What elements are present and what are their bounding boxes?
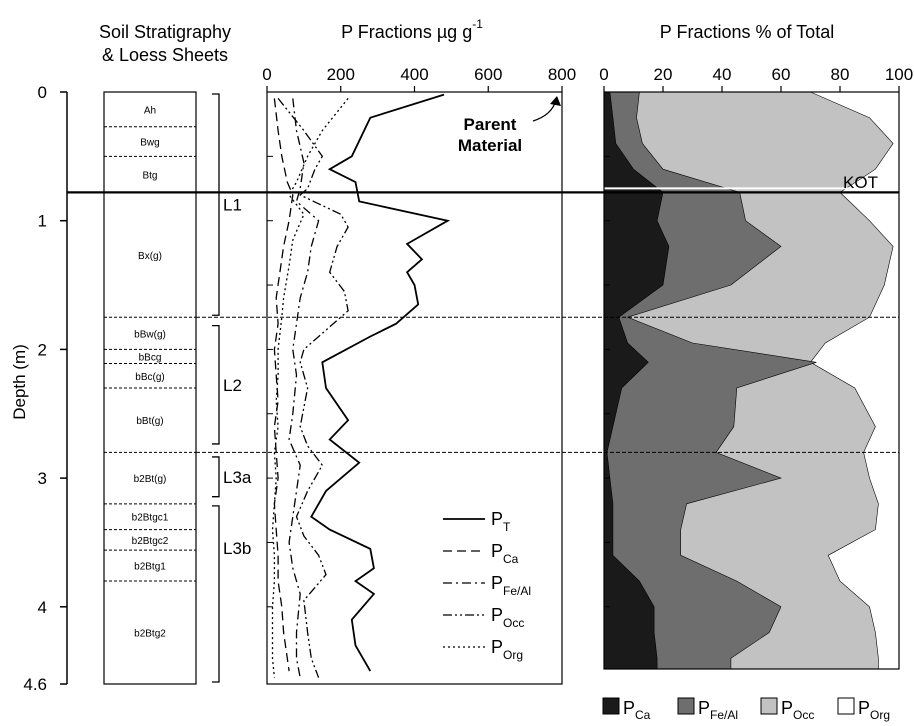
legend-swatch	[760, 697, 778, 715]
y-tick-label: 3	[38, 469, 47, 488]
legend-label-sub: Occ	[503, 616, 524, 630]
x-tick-label: 20	[654, 65, 673, 84]
y-tick-label: 4.6	[23, 675, 47, 694]
legend-label: PFe/Al	[698, 698, 738, 722]
percent-title: P Fractions % of Total	[660, 22, 834, 42]
x-tick-label: 400	[400, 65, 428, 84]
percent-x-ticks: 0 20 40 60 80 100	[599, 65, 913, 608]
series-line-ca	[273, 98, 294, 672]
x-tick-label: 0	[599, 65, 608, 84]
legend-label-sub: Fe/Al	[503, 584, 531, 598]
fractions-title-sup: -1	[472, 17, 483, 31]
reference-lines	[67, 191, 899, 453]
x-tick-label: 600	[474, 65, 502, 84]
legend-label-name: P	[698, 698, 710, 718]
legend-label-name: P	[623, 698, 635, 718]
stratigraphy-title-line1: Soil Stratigraphy	[99, 22, 231, 42]
legend-label-sub: Ca	[635, 708, 651, 722]
y-axis-ticks: 0 1 2 3 4 4.6	[23, 83, 67, 694]
legend-label-sub: Org	[870, 708, 890, 722]
series-line-t	[310, 93, 451, 672]
y-axis-label: Depth (m)	[10, 344, 29, 420]
legend-label: POrg	[491, 637, 523, 662]
legend-label: POcc	[781, 698, 814, 722]
legend-label-name: P	[491, 541, 503, 561]
horizon-label: Btg	[142, 170, 157, 181]
parent-material-label-line2: Material	[458, 136, 522, 155]
legend-label-name: P	[491, 573, 503, 593]
y-tick-label: 2	[38, 340, 47, 359]
percent-legend: PCa PFe/Al POcc POrg	[602, 697, 890, 722]
percent-areas	[603, 91, 900, 670]
kot-label: KOT	[843, 173, 878, 192]
legend-label-sub: Fe/Al	[710, 708, 738, 722]
fractions-lines	[271, 93, 451, 678]
x-tick-label: 40	[713, 65, 732, 84]
series-line-org	[271, 97, 349, 678]
legend-label-sub: T	[503, 520, 511, 534]
loess-sheet-bracket	[212, 456, 220, 498]
legend-label-sub: Ca	[503, 552, 519, 566]
legend-label-name: P	[491, 637, 503, 657]
horizon-label: b2Btg1	[134, 562, 166, 573]
loess-sheet-label: L2	[223, 376, 242, 395]
legend-label-name: P	[491, 605, 503, 625]
legend-swatch	[602, 697, 620, 715]
legend-label-sub: Occ	[793, 708, 814, 722]
area-ca	[603, 91, 670, 670]
y-tick-label: 4	[38, 598, 47, 617]
x-tick-label: 80	[831, 65, 850, 84]
legend-label-name: P	[781, 698, 793, 718]
loess-sheet-label: L3b	[223, 539, 251, 558]
loess-sheet-bracket	[212, 505, 220, 683]
horizon-label: Ah	[144, 105, 156, 116]
stratigraphy-title-line2: & Loess Sheets	[102, 45, 228, 65]
horizon-label: bBt(g)	[136, 416, 163, 427]
horizon-label: bBcg	[139, 352, 162, 363]
x-tick-label: 200	[327, 65, 355, 84]
horizon-label: b2Btgc1	[132, 513, 169, 524]
legend-label-name: P	[858, 698, 870, 718]
x-tick-label: 0	[262, 65, 271, 84]
legend-label: PT	[491, 509, 511, 534]
loess-sheet-bracket	[212, 325, 220, 445]
horizon-label: Bwg	[140, 138, 159, 149]
horizon-label: Bx(g)	[138, 251, 162, 262]
y-tick-label: 0	[38, 83, 47, 102]
legend-swatch	[837, 697, 855, 715]
x-tick-label: 800	[548, 65, 576, 84]
x-tick-label: 60	[772, 65, 791, 84]
horizon-label: b2Bt(g)	[134, 474, 167, 485]
loess-sheet-label: L1	[223, 196, 242, 215]
loess-sheets-group: L1 L2 L3a L3b	[212, 93, 252, 683]
legend-label: PCa	[623, 698, 651, 722]
fractions-title-main: P Fractions µg g	[341, 22, 472, 42]
loess-sheet-bracket	[212, 93, 220, 316]
horizon-label: b2Btgc2	[132, 536, 169, 547]
legend-label: PFe/Al	[491, 573, 531, 598]
x-tick-label: 100	[885, 65, 913, 84]
horizons-group: Ah Bwg Btg Bx(g) bBw(g) bBcg bBc(g) bBt(g) b2Bt(…	[104, 105, 196, 640]
fractions-title: P Fractions µg g-1	[341, 17, 483, 42]
fractions-x-ticks: 0 200 400 600 800	[262, 65, 576, 608]
horizon-label: bBw(g)	[134, 329, 166, 340]
horizon-label: b2Btg2	[134, 629, 166, 640]
legend-label: PCa	[491, 541, 519, 566]
loess-sheet-label: L3a	[223, 468, 252, 487]
legend-label: POrg	[858, 698, 890, 722]
percent-plot-frame	[603, 91, 900, 670]
legend-label-name: P	[491, 509, 503, 529]
y-tick-label: 1	[38, 212, 47, 231]
parent-material-arrowhead	[550, 96, 561, 106]
legend-swatch	[677, 697, 695, 715]
horizon-label: bBc(g)	[135, 372, 164, 383]
legend-label-sub: Org	[503, 648, 523, 662]
legend-label: POcc	[491, 605, 524, 630]
series-line-fe-al	[288, 98, 320, 678]
parent-material-label-line1: Parent	[464, 115, 517, 134]
